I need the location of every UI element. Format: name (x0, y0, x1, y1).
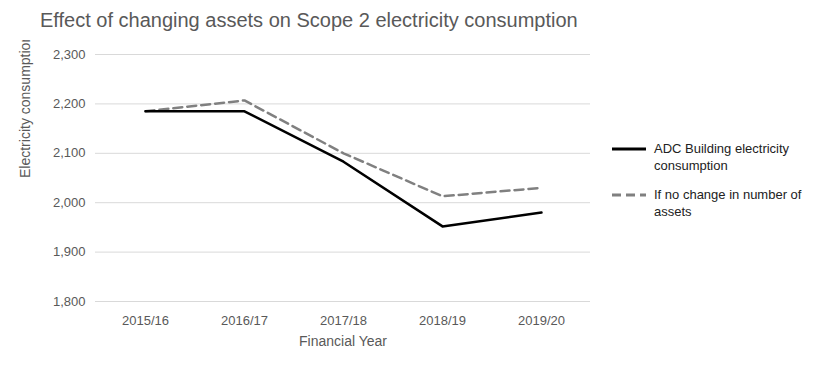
svg-text:2,000: 2,000 (53, 195, 86, 210)
svg-text:2,200: 2,200 (53, 96, 86, 111)
html-text:Effect of changing assets on S: Effect of changing assets on Scope 2 ele… (40, 9, 578, 31)
svg-text:2,300: 2,300 (53, 47, 86, 62)
svg-text:1,900: 1,900 (53, 244, 86, 259)
svg-text:2018/19: 2018/19 (419, 313, 466, 328)
html-text:If no change in number of asse: If no change in number of assets (654, 187, 802, 219)
svg-text:2019/20: 2019/20 (518, 313, 565, 328)
svg-text:2016/17: 2016/17 (221, 313, 268, 328)
html-text:ADC Building electricity consu: ADC Building electricity consumption (654, 141, 790, 173)
svg-text:Financial Year: Financial Year (299, 333, 387, 349)
svg-text:2,100: 2,100 (53, 145, 86, 160)
svg-text:2015/16: 2015/16 (122, 313, 169, 328)
svg-text:1,800: 1,800 (53, 294, 86, 309)
svg-text:Electricity consumption (MWh): Electricity consumption (MWh) (17, 40, 33, 178)
svg-text:2017/18: 2017/18 (320, 313, 367, 328)
